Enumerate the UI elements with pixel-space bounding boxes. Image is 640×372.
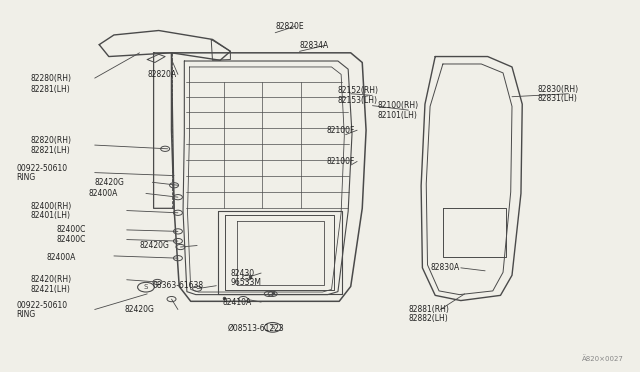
Text: 82420(RH): 82420(RH) xyxy=(31,275,72,284)
Text: 82280(RH): 82280(RH) xyxy=(31,74,72,83)
Text: 82820(RH): 82820(RH) xyxy=(31,136,72,145)
Text: 82820E: 82820E xyxy=(275,22,304,31)
Text: 82420G: 82420G xyxy=(140,241,170,250)
Text: 82834A: 82834A xyxy=(300,41,329,50)
Text: 82400A: 82400A xyxy=(46,253,76,262)
Text: RING: RING xyxy=(17,310,36,319)
Text: 82820A: 82820A xyxy=(147,70,177,79)
Text: 82831(LH): 82831(LH) xyxy=(538,94,577,103)
Text: 82400A: 82400A xyxy=(88,189,118,198)
Text: 82400C: 82400C xyxy=(56,235,86,244)
Text: 82420G: 82420G xyxy=(95,178,125,187)
Text: 82153(LH): 82153(LH) xyxy=(338,96,378,105)
Text: 96533M: 96533M xyxy=(230,278,261,287)
Text: Ø08513-61223: Ø08513-61223 xyxy=(228,324,285,333)
Text: 00922-50610: 00922-50610 xyxy=(17,301,68,310)
Text: 82421(LH): 82421(LH) xyxy=(31,285,70,294)
Text: 82100(RH): 82100(RH) xyxy=(378,101,419,110)
Text: 82830A: 82830A xyxy=(430,263,460,272)
Text: 82281(LH): 82281(LH) xyxy=(31,85,70,94)
Text: 00922-50610: 00922-50610 xyxy=(17,164,68,173)
Text: 08363-61638: 08363-61638 xyxy=(152,281,204,290)
Text: 82821(LH): 82821(LH) xyxy=(31,146,70,155)
Text: 82410A: 82410A xyxy=(223,298,252,307)
Text: 82100F: 82100F xyxy=(326,126,355,135)
Text: S: S xyxy=(271,324,275,330)
Text: Ä820×0027: Ä820×0027 xyxy=(582,355,624,362)
Text: 82881(RH): 82881(RH) xyxy=(408,305,449,314)
Text: 82101(LH): 82101(LH) xyxy=(378,111,417,120)
Text: 82400C: 82400C xyxy=(56,225,86,234)
Text: 82882(LH): 82882(LH) xyxy=(408,314,448,323)
Text: 82401(LH): 82401(LH) xyxy=(31,211,70,220)
Text: 82152(RH): 82152(RH) xyxy=(338,86,379,95)
Text: S: S xyxy=(144,284,148,290)
Text: 82100F: 82100F xyxy=(326,157,355,166)
Text: RING: RING xyxy=(17,173,36,182)
Text: 82420G: 82420G xyxy=(125,305,155,314)
Text: 82430: 82430 xyxy=(230,269,255,278)
Text: 82830(RH): 82830(RH) xyxy=(538,85,579,94)
Text: 82400(RH): 82400(RH) xyxy=(31,202,72,211)
